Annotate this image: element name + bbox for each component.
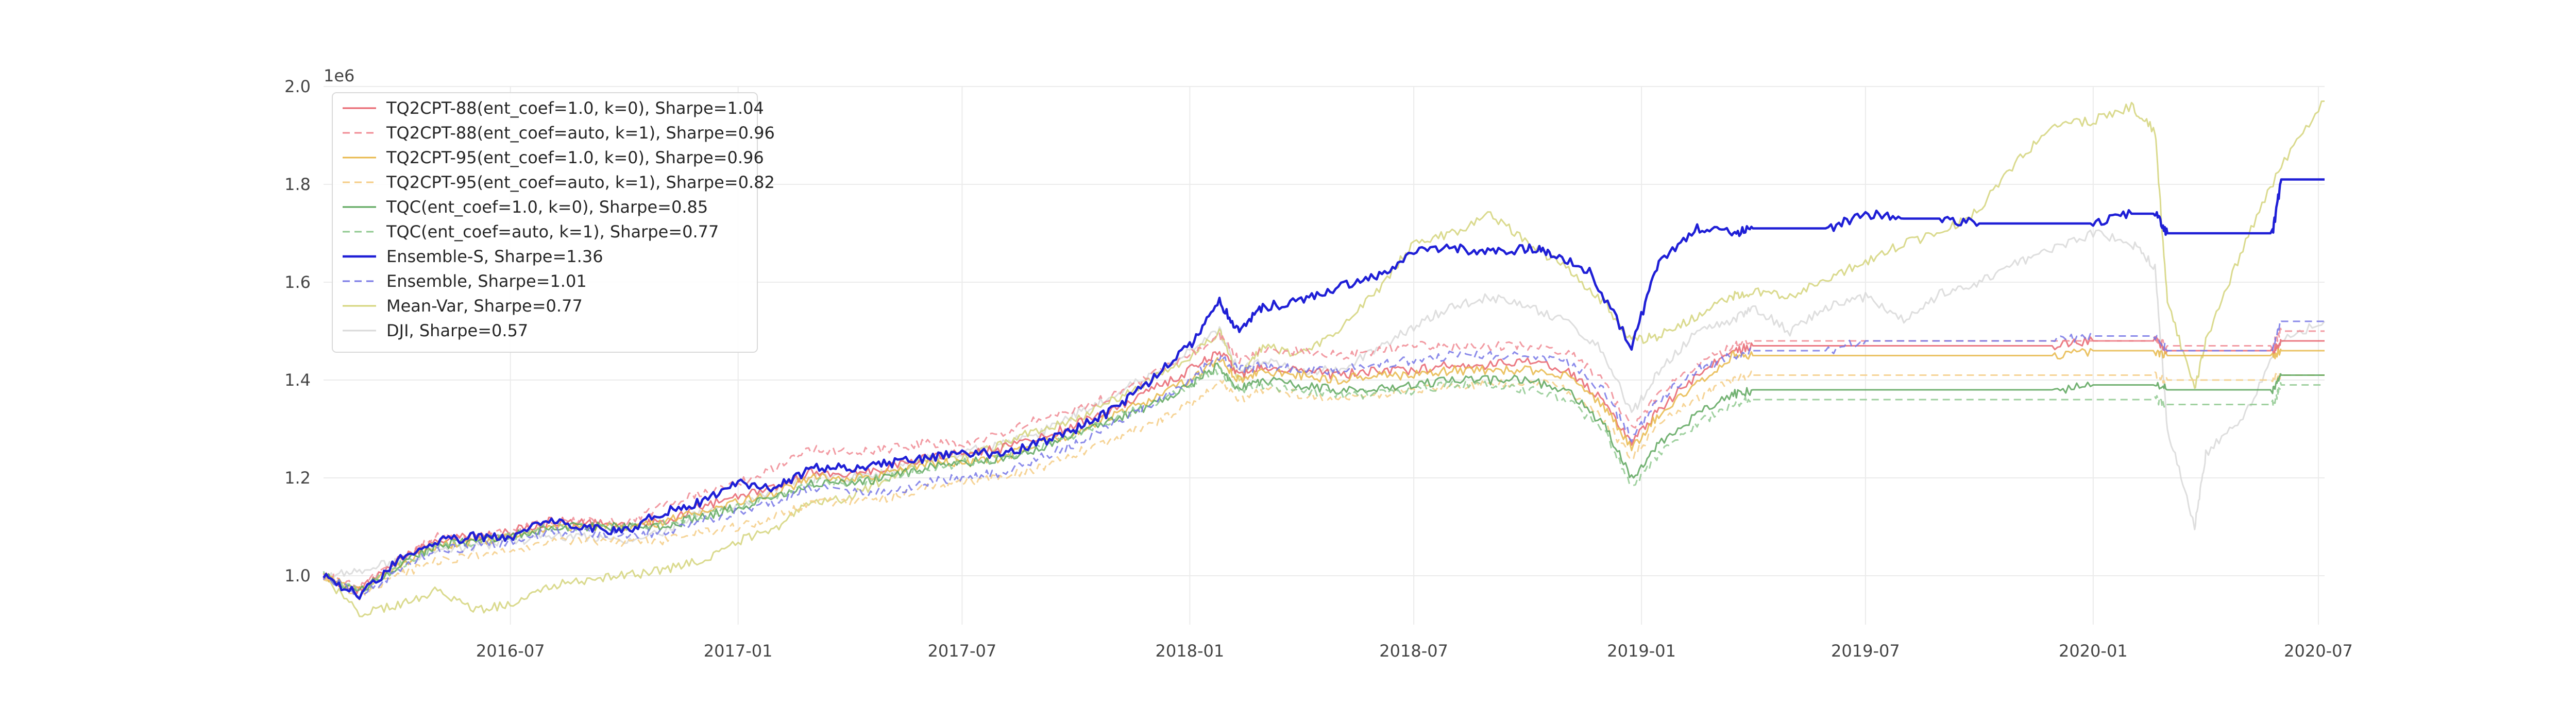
x-tick-label: 2018-01 — [1156, 641, 1225, 661]
x-tick-label: 2018-07 — [1379, 641, 1448, 661]
legend-entry: DJI, Sharpe=0.57 — [386, 321, 528, 340]
series-line — [323, 328, 2325, 590]
legend-entry: TQC(ent_coef=1.0, k=0), Sharpe=0.85 — [386, 197, 708, 217]
legend-entry: Ensemble-S, Sharpe=1.36 — [386, 247, 603, 266]
legend-entry: TQ2CPT-88(ent_coef=1.0, k=0), Sharpe=1.0… — [386, 98, 764, 118]
y-tick-label: 2.0 — [284, 77, 311, 96]
y-tick-label: 1.4 — [284, 370, 311, 390]
series-line — [323, 100, 2325, 617]
y-tick-label: 1.0 — [284, 566, 311, 586]
legend-entry: Mean-Var, Sharpe=0.77 — [386, 296, 583, 316]
x-tick-label: 2020-01 — [2059, 641, 2128, 661]
legend-entry: Ensemble, Sharpe=1.01 — [386, 271, 587, 291]
x-tick-label: 2020-07 — [2284, 641, 2353, 661]
legend-entry: TQ2CPT-95(ent_coef=auto, k=1), Sharpe=0.… — [386, 173, 775, 192]
x-tick-label: 2019-01 — [1607, 641, 1676, 661]
series-line — [323, 366, 2325, 593]
legend-box — [332, 92, 758, 353]
series-line — [323, 370, 2325, 601]
y-tick-label: 1.6 — [284, 272, 311, 292]
x-tick-label: 2017-01 — [704, 641, 773, 661]
series-line — [323, 348, 2325, 591]
series-line — [323, 178, 2325, 600]
legend-entry: TQ2CPT-88(ent_coef=auto, k=1), Sharpe=0.… — [386, 123, 775, 143]
legend-entry: TQ2CPT-95(ent_coef=1.0, k=0), Sharpe=0.9… — [386, 148, 764, 167]
x-tick-label: 2017-07 — [928, 641, 997, 661]
y-tick-label: 1.8 — [284, 175, 311, 194]
x-axis-ticks: 2016-07 2017-01 2017-07 2018-01 2018-07 2019-… — [476, 641, 2353, 661]
series-line — [323, 320, 2325, 599]
legend: TQ2CPT-88(ent_coef=1.0, k=0), Sharpe=1.0… — [332, 92, 775, 353]
x-tick-label: 2019-07 — [1831, 641, 1900, 661]
legend-entry: TQC(ent_coef=auto, k=1), Sharpe=0.77 — [386, 222, 719, 242]
y-axis-ticks: 1.0 1.2 1.4 1.6 1.8 2.0 — [284, 77, 311, 586]
series-line — [323, 336, 2325, 594]
x-tick-label: 2016-07 — [476, 641, 545, 661]
series-lines — [323, 100, 2326, 617]
y-tick-label: 1.2 — [284, 468, 311, 488]
series-line — [323, 363, 2325, 592]
y-axis-offset-label: 1e6 — [324, 66, 354, 85]
